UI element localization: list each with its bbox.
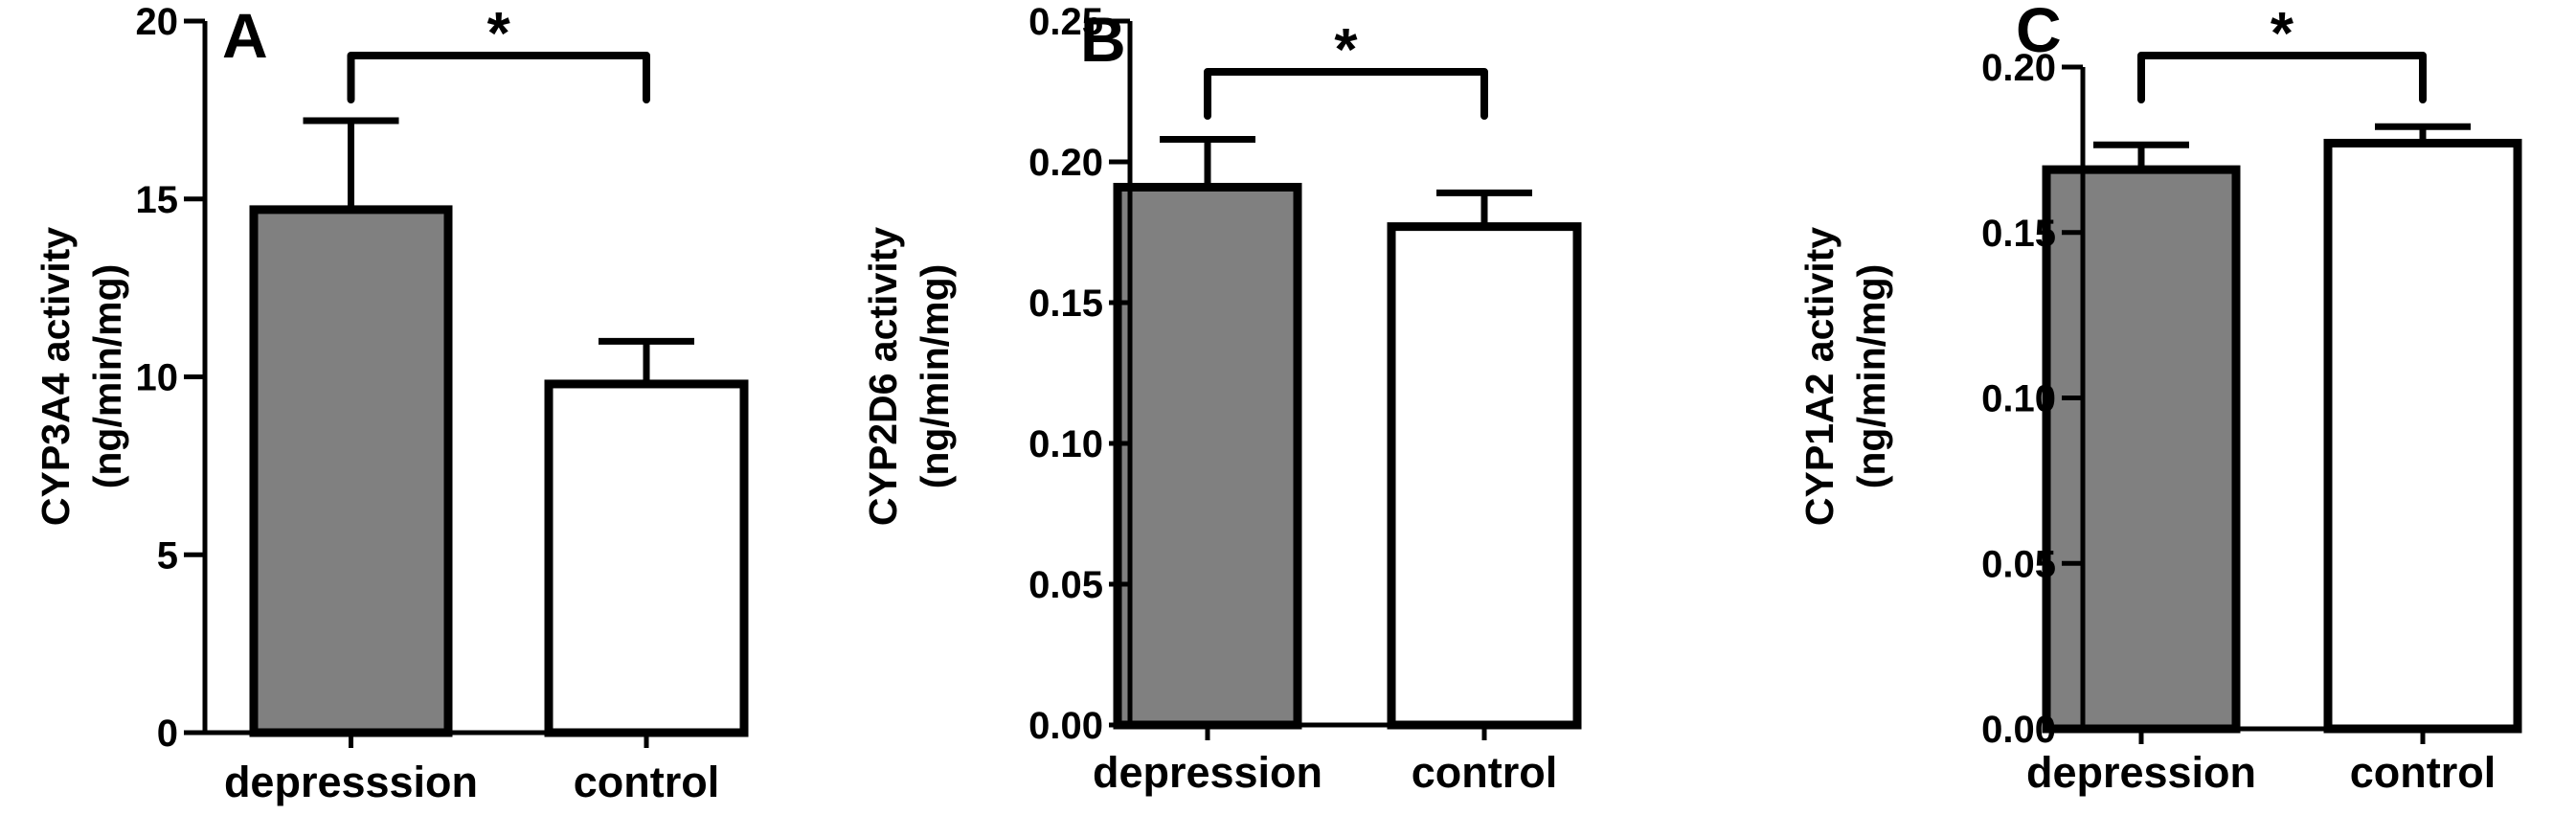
category-label: depresssion — [224, 758, 478, 806]
y-tick-label: 0.10 — [1981, 378, 2056, 420]
significance-marker: * — [2271, 1, 2294, 67]
bar-control — [1387, 222, 1582, 730]
panel-c: depression control 0.00 0.05 0.10 0.15 0.20 CYP… — [1797, 0, 2522, 797]
panel-letter: A — [222, 0, 268, 71]
y-tick-label: 0.05 — [1028, 564, 1103, 606]
bar-depression — [2042, 165, 2241, 734]
significance-bracket — [1204, 68, 1488, 120]
category-label: depression — [1093, 748, 1322, 797]
y-tick-label: 0 — [157, 713, 178, 755]
panel-letter: C — [2016, 0, 2062, 65]
y-tick-label: 0.15 — [1981, 213, 2056, 255]
y-tick-label: 5 — [157, 534, 178, 577]
panel-letter: B — [1080, 4, 1126, 75]
y-tick-label: 0.10 — [1028, 423, 1103, 465]
y-axis-title-line1: CYP2D6 activity — [861, 227, 905, 526]
y-axis-title-line1: CYP1A2 activity — [1797, 227, 1842, 526]
y-tick-label: 0.05 — [1981, 543, 2056, 585]
category-label: control — [574, 758, 720, 806]
significance-marker: * — [487, 1, 511, 67]
bar-control — [544, 379, 749, 737]
y-tick-label: 0.15 — [1028, 283, 1103, 325]
y-tick-label: 15 — [136, 179, 179, 221]
significance-marker: * — [1334, 17, 1358, 83]
y-tick-label: 0.20 — [1981, 47, 2056, 89]
bar-depression — [1113, 182, 1302, 730]
bar-control — [2323, 138, 2522, 734]
significance-bracket — [2137, 52, 2427, 103]
y-tick-label: 0.00 — [1981, 709, 2056, 751]
y-axis-title-line2: (ng/min/mg) — [913, 264, 957, 489]
y-tick-label: 0.20 — [1028, 142, 1103, 184]
y-axis-title-line2: (ng/min/mg) — [1849, 264, 1893, 489]
y-axis-title: CYP3A4 activity (ng/min/mg) — [34, 227, 129, 526]
category-label: control — [1412, 748, 1558, 797]
y-tick-label: 20 — [136, 1, 179, 43]
category-label: control — [2350, 748, 2497, 797]
panel-a: depresssion control 0 5 10 15 20 CYP3A4 activit… — [34, 0, 749, 806]
panel-b: depression control 0.00 0.05 0.10 0.15 0.20 0.2… — [861, 1, 1582, 797]
bar-depression — [249, 205, 453, 737]
y-axis-title: CYP2D6 activity (ng/min/mg) — [861, 227, 957, 526]
y-axis-title-line1: CYP3A4 activity — [34, 227, 78, 526]
y-tick-label: 0.25 — [1028, 1, 1103, 43]
significance-bracket — [347, 52, 650, 103]
y-tick-label: 10 — [136, 357, 179, 399]
category-label: depression — [2026, 748, 2256, 797]
y-axis-title-line2: (ng/min/mg) — [85, 264, 129, 489]
y-axis-title: CYP1A2 activity (ng/min/mg) — [1797, 227, 1893, 526]
y-tick-label: 0.00 — [1028, 705, 1103, 747]
